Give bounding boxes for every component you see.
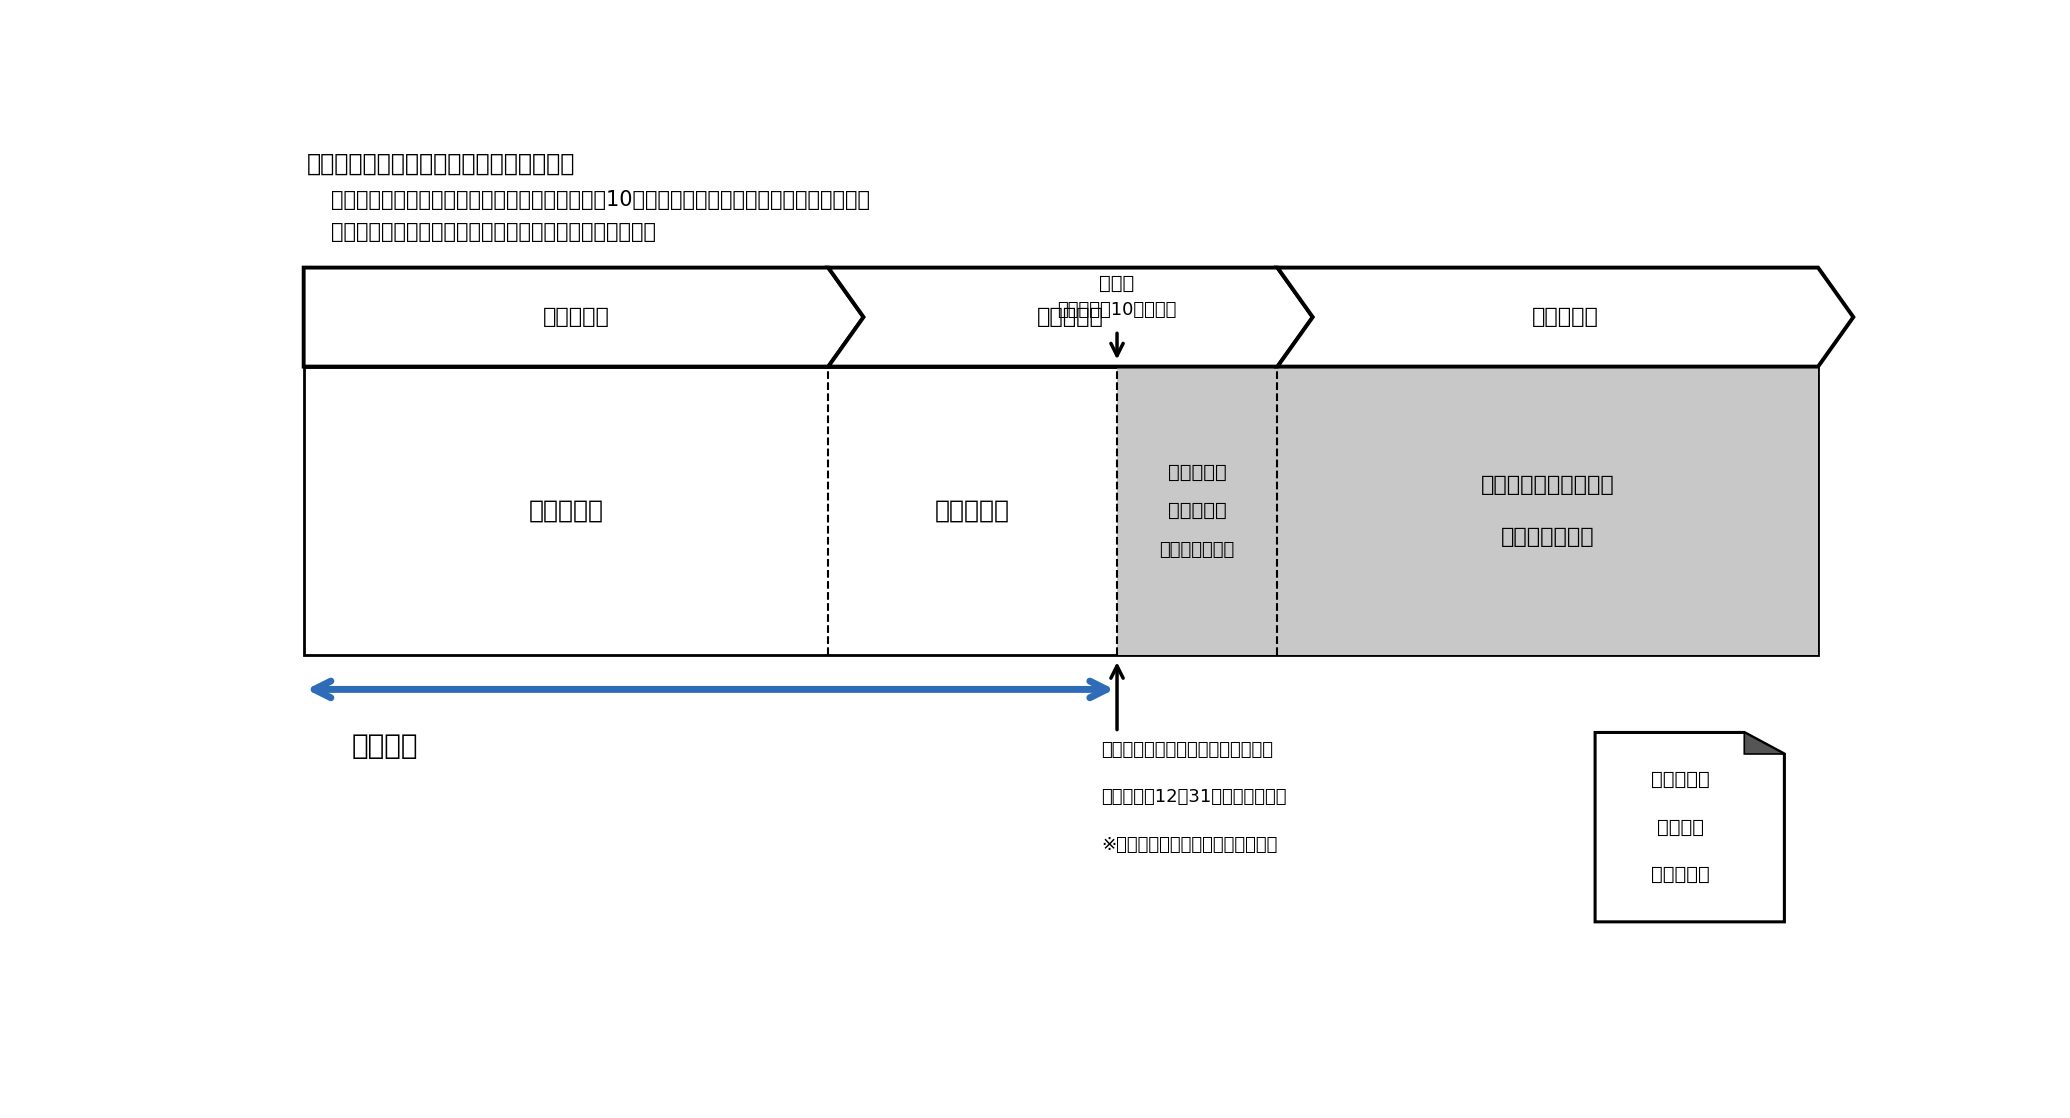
Text: 令和６年分: 令和６年分 [1532, 307, 1598, 328]
Text: 発行事業者: 発行事業者 [1167, 501, 1228, 520]
Text: 免税事業者: 免税事業者 [936, 499, 1010, 523]
Text: （令和５年12月31日までに提出）: （令和５年12月31日までに提出） [1101, 788, 1285, 806]
Text: 令和４年分: 令和４年分 [542, 307, 611, 328]
Text: 《消費税簡易課税制度選択届出書の提出》: 《消費税簡易課税制度選択届出書の提出》 [306, 151, 575, 176]
Bar [1118, 367, 1817, 655]
Text: 適格請求書: 適格請求書 [1167, 463, 1228, 482]
Text: 消費税簡易: 消費税簡易 [1652, 770, 1710, 789]
Text: （令和５年10月１日）: （令和５年10月１日） [1058, 301, 1176, 320]
Text: （課税事業者）: （課税事業者） [1501, 527, 1594, 547]
Text: 分の申告において簡易課税制度の適用を受けるとき: 分の申告において簡易課税制度の適用を受けるとき [331, 222, 656, 241]
Polygon shape [1596, 732, 1784, 922]
Text: ※令和５年分から適用する旨を記載: ※令和５年分から適用する旨を記載 [1101, 836, 1277, 854]
Text: 消費税簡易課税制度選択届出書提出: 消費税簡易課税制度選択届出書提出 [1101, 741, 1273, 759]
Text: 適格請求書発行事業者: 適格請求書発行事業者 [1480, 475, 1615, 495]
Text: 課税制度: 課税制度 [1656, 817, 1704, 836]
Text: （例）　免税事業者である個人事業者が令和５年10月１日から登録を受けた場合で、令和５年: （例） 免税事業者である個人事業者が令和５年10月１日から登録を受けた場合で、令… [331, 190, 869, 210]
Polygon shape [828, 267, 1312, 367]
Text: 提出期間: 提出期間 [352, 732, 418, 760]
Polygon shape [1745, 732, 1784, 754]
Text: 選択届出書: 選択届出書 [1652, 865, 1710, 884]
Polygon shape [304, 267, 863, 367]
Text: （課税事業者）: （課税事業者） [1159, 540, 1236, 559]
Text: 免税事業者: 免税事業者 [528, 499, 604, 523]
Text: 令和５年分: 令和５年分 [1037, 307, 1103, 328]
Bar [304, 367, 1817, 655]
Polygon shape [1277, 267, 1853, 367]
Text: 登録日: 登録日 [1099, 274, 1134, 293]
